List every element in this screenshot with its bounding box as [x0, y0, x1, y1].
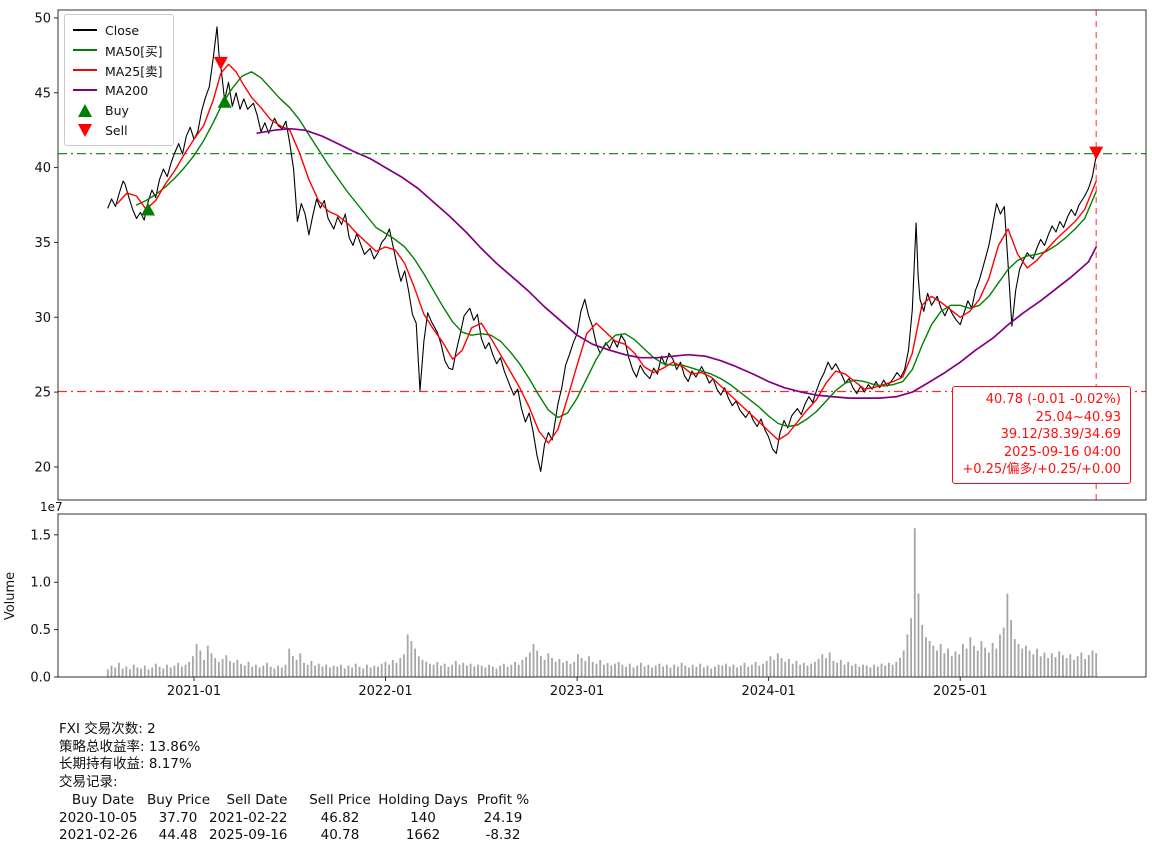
trades-header-row: Buy Date Buy Price Sell Date Sell Price …	[59, 792, 535, 809]
trade-cell: 2021-02-22	[209, 809, 288, 826]
trade-cell: 46.82	[320, 809, 360, 826]
trade-cell: 140	[410, 809, 436, 826]
trade-cell: 24.19	[483, 809, 523, 826]
trades-header-cell: Sell Price	[309, 792, 371, 809]
annotation-ma-line: 39.12/38.39/34.69	[1000, 427, 1121, 443]
summary-records-label: 交易记录:	[59, 773, 118, 790]
legend-label: Buy	[105, 102, 129, 118]
trade-cell: 44.48	[158, 826, 198, 843]
trade-cell: 2020-10-05	[59, 809, 138, 826]
annotation-date-line: 2025-09-16 04:00	[1003, 444, 1121, 460]
svg-text:2022-01: 2022-01	[358, 684, 412, 699]
svg-text:2021-01: 2021-01	[167, 684, 221, 699]
legend-item-ma200: MA200	[73, 80, 163, 100]
svg-text:2023-01: 2023-01	[550, 684, 604, 699]
svg-text:0.5: 0.5	[30, 623, 51, 638]
svg-text:25: 25	[34, 386, 51, 401]
legend-label: Close	[105, 22, 140, 38]
legend-item-sell: Sell	[73, 120, 163, 140]
annotation-signal-line: +0.25/偏多/+0.25/+0.00	[962, 462, 1121, 478]
svg-text:0.0: 0.0	[30, 671, 51, 686]
trade-cell: -8.32	[485, 826, 521, 843]
svg-text:30: 30	[34, 311, 51, 326]
trade-cell: 37.70	[158, 809, 198, 826]
chart-legend: Close MA50[买] MA25[卖] MA200 Buy Sell	[64, 14, 174, 146]
svg-text:35: 35	[34, 236, 51, 251]
svg-text:1e7: 1e7	[40, 500, 63, 514]
svg-text:40: 40	[34, 161, 51, 176]
sell-marker-icon	[78, 123, 92, 137]
summary-total-return: 策略总收益率: 13.86%	[59, 738, 201, 755]
legend-label: Sell	[105, 122, 128, 138]
legend-item-ma25: MA25[卖]	[73, 60, 163, 80]
legend-label: MA25[卖]	[105, 63, 163, 79]
svg-text:1.5: 1.5	[30, 528, 51, 543]
svg-text:20: 20	[34, 460, 51, 475]
trades-table: Buy Date Buy Price Sell Date Sell Price …	[59, 792, 535, 844]
ma50-line-icon	[73, 48, 97, 52]
trades-header-cell: Profit %	[476, 792, 530, 809]
legend-item-buy: Buy	[73, 100, 163, 120]
trade-cell: 40.78	[320, 826, 360, 843]
legend-label: MA50[买]	[105, 43, 163, 59]
buy-marker-icon	[78, 103, 92, 117]
trades-header-cell: Buy Price	[147, 792, 211, 809]
trades-header-cell: Sell Date	[226, 792, 288, 809]
price-annotation-box: 40.78 (-0.01 -0.02%) 25.04~40.93 39.12/3…	[952, 386, 1131, 484]
annotation-range-line: 25.04~40.93	[1035, 409, 1121, 425]
legend-label: MA200	[105, 82, 149, 98]
ma200-line-icon	[73, 88, 97, 92]
trades-header-cell: Holding Days	[378, 792, 468, 809]
summary-hold-return: 长期持有收益: 8.17%	[59, 756, 192, 773]
summary-trade-count: FXI 交易次数: 2	[59, 721, 156, 737]
trades-header-cell: Buy Date	[71, 792, 135, 809]
svg-text:2025-01: 2025-01	[933, 684, 987, 699]
svg-text:50: 50	[34, 11, 51, 26]
svg-text:2024-01: 2024-01	[741, 684, 795, 699]
svg-text:45: 45	[34, 86, 51, 101]
svg-text:1.0: 1.0	[30, 576, 51, 591]
trade-row: 2020-10-05 37.70 2021-02-22 46.82 140 24…	[59, 810, 535, 827]
trade-row: 2021-02-26 44.48 2025-09-16 40.78 1662 -…	[59, 827, 535, 844]
legend-item-close: Close	[73, 20, 163, 40]
close-line-icon	[73, 28, 97, 32]
summary-block: FXI 交易次数: 2 策略总收益率: 13.86% 长期持有收益: 8.17%…	[59, 721, 535, 844]
trade-cell: 2021-02-26	[59, 826, 138, 843]
trade-cell: 1662	[405, 826, 441, 843]
trade-cell: 2025-09-16	[209, 826, 288, 843]
annotation-price-line: 40.78 (-0.01 -0.02%)	[985, 392, 1121, 407]
svg-text:Volume: Volume	[3, 572, 18, 620]
ma25-line-icon	[73, 68, 97, 72]
legend-item-ma50: MA50[买]	[73, 40, 163, 60]
